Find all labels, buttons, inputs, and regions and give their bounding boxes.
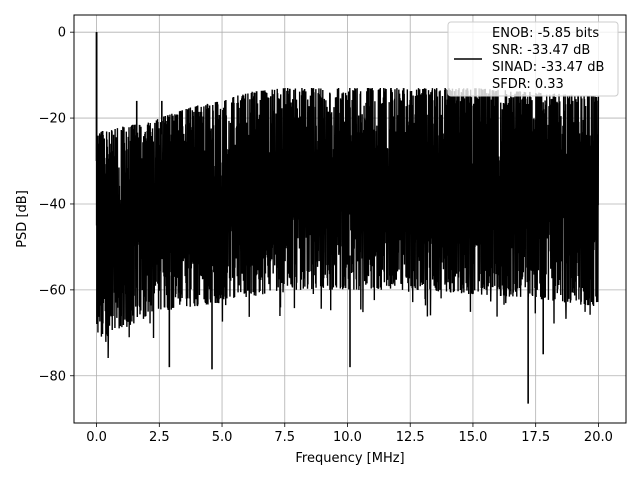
psd-series [95,32,600,404]
y-tick-label: −60 [39,283,66,298]
legend-entry: SINAD: -33.47 dB [492,60,604,75]
plot-area-frame [73,14,627,424]
y-axis-ticks: 0 −20 −40 −60 −80 [39,26,74,384]
legend-entry: SFDR: 0.33 [492,77,564,92]
x-tick-label: 7.5 [274,430,295,445]
x-tick-label: 2.5 [149,430,170,445]
legend-entry: SNR: -33.47 dB [492,43,590,58]
y-tick-label: −40 [39,197,66,212]
x-tick-label: 12.5 [396,430,425,445]
x-tick-label: 17.5 [521,430,550,445]
psd-trace [95,32,600,359]
legend-entry: ENOB: -5.85 bits [492,26,599,41]
x-tick-label: 5.0 [212,430,233,445]
legend-box [447,21,619,97]
x-tick-label: 20.0 [584,430,613,445]
x-tick-label: 15.0 [458,430,487,445]
y-tick-label: −80 [39,369,66,384]
x-tick-label: 0.0 [86,430,107,445]
x-axis-ticks: 0.0 2.5 5.0 7.5 10.0 12.5 15.0 17.5 20.0 [86,423,613,445]
y-tick-label: −20 [39,112,66,127]
y-axis-label: PSD [dB] [15,190,30,248]
legend: ENOB: -5.85 bits SNR: -33.47 dB SINAD: -33… [447,21,619,97]
x-axis-label: Frequency [MHz] [295,451,404,466]
y-tick-label: 0 [58,26,66,41]
x-tick-label: 10.0 [333,430,362,445]
